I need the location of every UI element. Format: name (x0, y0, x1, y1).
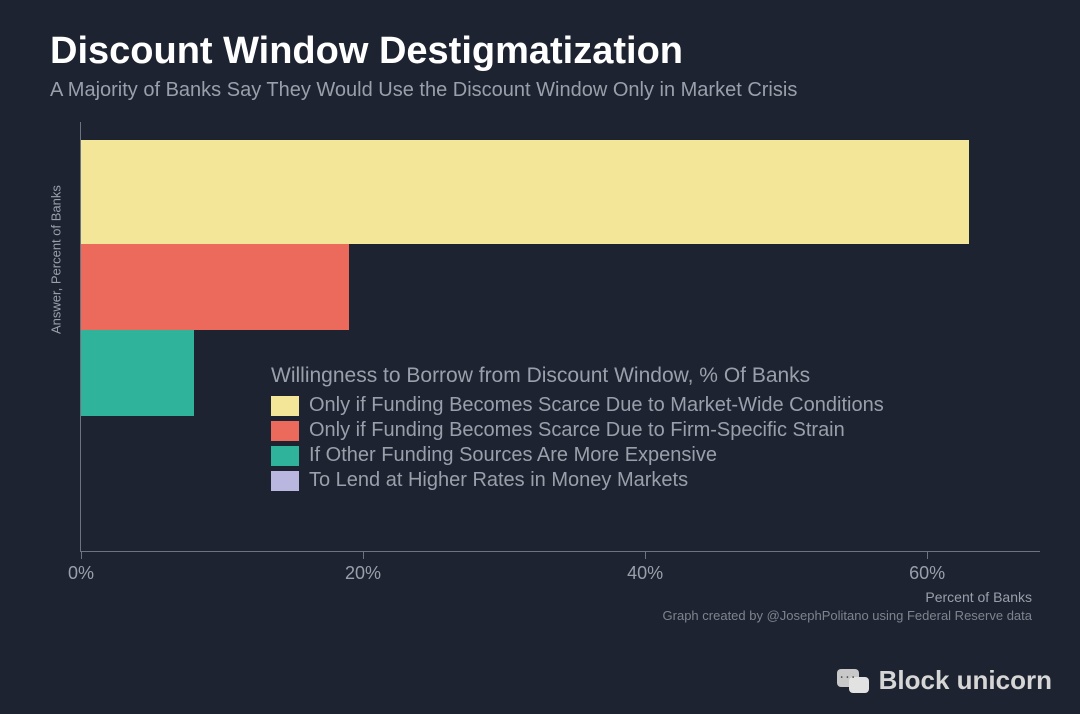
chart-credit: Graph created by @JosephPolitano using F… (663, 608, 1032, 623)
bar (81, 244, 349, 330)
legend-item: Only if Funding Becomes Scarce Due to Ma… (271, 394, 884, 417)
plot-wrap: Answer, Percent of Banks 0%20%40%60% Wil… (80, 122, 1040, 592)
legend-swatch (271, 446, 299, 466)
legend-item: Only if Funding Becomes Scarce Due to Fi… (271, 419, 884, 442)
chart-title: Discount Window Destigmatization (50, 30, 1040, 73)
legend-item: To Lend at Higher Rates in Money Markets (271, 469, 884, 492)
legend: Willingness to Borrow from Discount Wind… (261, 358, 894, 500)
plot-area: 0%20%40%60% Willingness to Borrow from D… (80, 122, 1040, 552)
x-tick (363, 551, 364, 559)
x-ticks (81, 551, 1040, 559)
x-tick (927, 551, 928, 559)
x-tick-labels: 0%20%40%60% (81, 563, 1040, 583)
legend-swatch (271, 471, 299, 491)
legend-label: Only if Funding Becomes Scarce Due to Ma… (309, 394, 884, 417)
legend-item: If Other Funding Sources Are More Expens… (271, 444, 884, 467)
bar (81, 140, 969, 244)
chat-bubbles-icon: • • • (837, 667, 871, 695)
x-axis-label: Percent of Banks (925, 589, 1032, 605)
legend-label: If Other Funding Sources Are More Expens… (309, 444, 717, 467)
x-tick-label: 0% (68, 563, 94, 584)
bar (81, 330, 194, 416)
x-tick-label: 60% (909, 563, 945, 584)
x-tick-label: 40% (627, 563, 663, 584)
chart-subtitle: A Majority of Banks Say They Would Use t… (50, 79, 1040, 102)
chart-container: Discount Window Destigmatization A Major… (0, 0, 1080, 714)
legend-label: Only if Funding Becomes Scarce Due to Fi… (309, 419, 845, 442)
legend-swatch (271, 421, 299, 441)
y-axis-label: Answer, Percent of Banks (49, 185, 64, 334)
watermark-text: Block unicorn (879, 665, 1052, 696)
legend-title: Willingness to Borrow from Discount Wind… (271, 364, 884, 388)
legend-label: To Lend at Higher Rates in Money Markets (309, 469, 688, 492)
x-tick (645, 551, 646, 559)
legend-items: Only if Funding Becomes Scarce Due to Ma… (271, 394, 884, 492)
legend-swatch (271, 396, 299, 416)
x-tick-label: 20% (345, 563, 381, 584)
x-tick (81, 551, 82, 559)
watermark: • • • Block unicorn (837, 665, 1052, 696)
